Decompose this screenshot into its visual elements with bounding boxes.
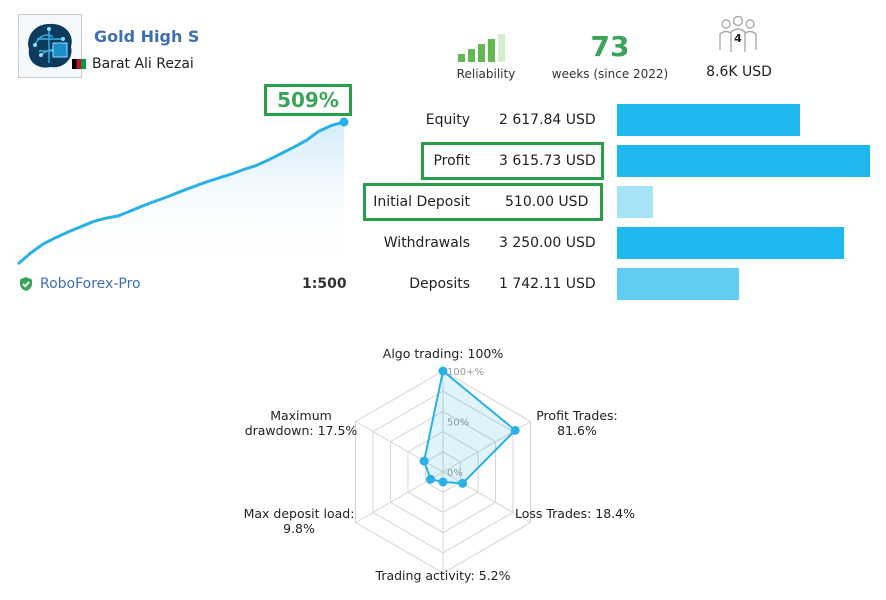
radar-axis-label-line: 9.8% [283,521,315,536]
radar-axis-label-line: Max deposit load: [244,506,355,521]
radar-axis-label: Maximum drawdown: 17.5% [245,408,358,438]
signal-name[interactable]: Gold High S [94,27,200,46]
signal-avatar[interactable] [18,14,82,78]
radar-tick-label: 50% [447,418,469,429]
shield-check-icon [20,277,32,291]
weeks-value: 73 [590,30,630,63]
radar-point [510,425,520,435]
balance-value: 510.00 USD [505,194,589,210]
balance-value: 3 250.00 USD [499,235,596,251]
leverage: 1:500 [302,276,347,292]
growth-area [18,122,344,270]
radar-axis-label-line: Loss Trades: 18.4% [515,506,635,521]
reliability-bar [488,39,495,62]
radar-axis-label-line: Maximum [270,408,332,423]
subscribers-funds: 8.6K USD [706,64,772,80]
radar-axis-label-line: 81.6% [557,423,597,438]
balance-bar [617,104,801,136]
growth-value: 509% [264,84,352,116]
growth-chart [17,117,349,270]
balance-label: Equity [425,112,470,128]
highlight-box [363,183,603,221]
brain-chip-icon [19,15,81,77]
balance-bar [617,227,845,259]
radar-axis-line [355,421,444,473]
subscribers-count: 4 [734,32,742,45]
reliability-bar [468,49,475,62]
radar-point [419,456,429,466]
reliability-bar [458,54,465,62]
balance-value: 3 615.73 USD [499,153,596,169]
growth-line [17,120,345,266]
broker[interactable]: RoboForex-Pro [18,276,141,292]
balance-value: 1 742.11 USD [499,276,596,292]
radar-axis-label-line: Trading activity: 5.2% [375,568,511,583]
broker-name: RoboForex-Pro [40,276,141,292]
afghanistan-flag-icon [72,59,86,69]
radar-axis-label: Trading activity: 5.2% [375,568,511,583]
subscribers-icon: 4 [716,14,760,54]
reliability-bar [478,44,485,62]
reliability-label: Reliability [456,67,516,81]
growth-endpoint [339,117,349,127]
radar-axis-label: Algo trading: 100% [383,346,504,361]
balance-bar [617,145,870,177]
radar-point [438,477,448,487]
radar-axis-label: Max deposit load: 9.8% [244,506,355,536]
radar-axis-line [442,471,531,523]
radar-axis-label-line: Algo trading: 100% [383,346,504,361]
radar-point [426,474,436,484]
radar-point [438,366,448,376]
radar-axis-label: Loss Trades: 18.4% [515,506,635,521]
weeks-label: weeks (since 2022) [551,67,669,81]
balance-value: 2 617.84 USD [499,112,596,128]
radar-data-shape [423,369,517,485]
balance-bar [617,186,653,218]
author-name: Barat Ali Rezai [92,56,194,72]
radar-tick-label: 0% [447,468,463,479]
balance-bar [617,268,739,300]
balance-label: Profit [433,153,470,169]
reliability-bar [498,34,505,62]
radar-axis-label-line: drawdown: 17.5% [245,423,358,438]
author[interactable]: Barat Ali Rezai [72,56,194,72]
balance-label: Deposits [409,276,470,292]
highlight-box [421,142,604,180]
trading-radar-chart: 100+% 50% 0% Algo trading: 100% Profit Trade… [244,346,636,583]
balance-label: Initial Deposit [373,194,470,210]
radar-tick-label: 100+% [447,367,484,378]
radar-point [458,478,468,488]
radar-axis-label-line: Profit Trades: [536,408,618,423]
radar-axis-label: Profit Trades: 81.6% [536,408,618,438]
balance-label: Withdrawals [383,235,470,251]
reliability-bars-icon [458,34,514,62]
